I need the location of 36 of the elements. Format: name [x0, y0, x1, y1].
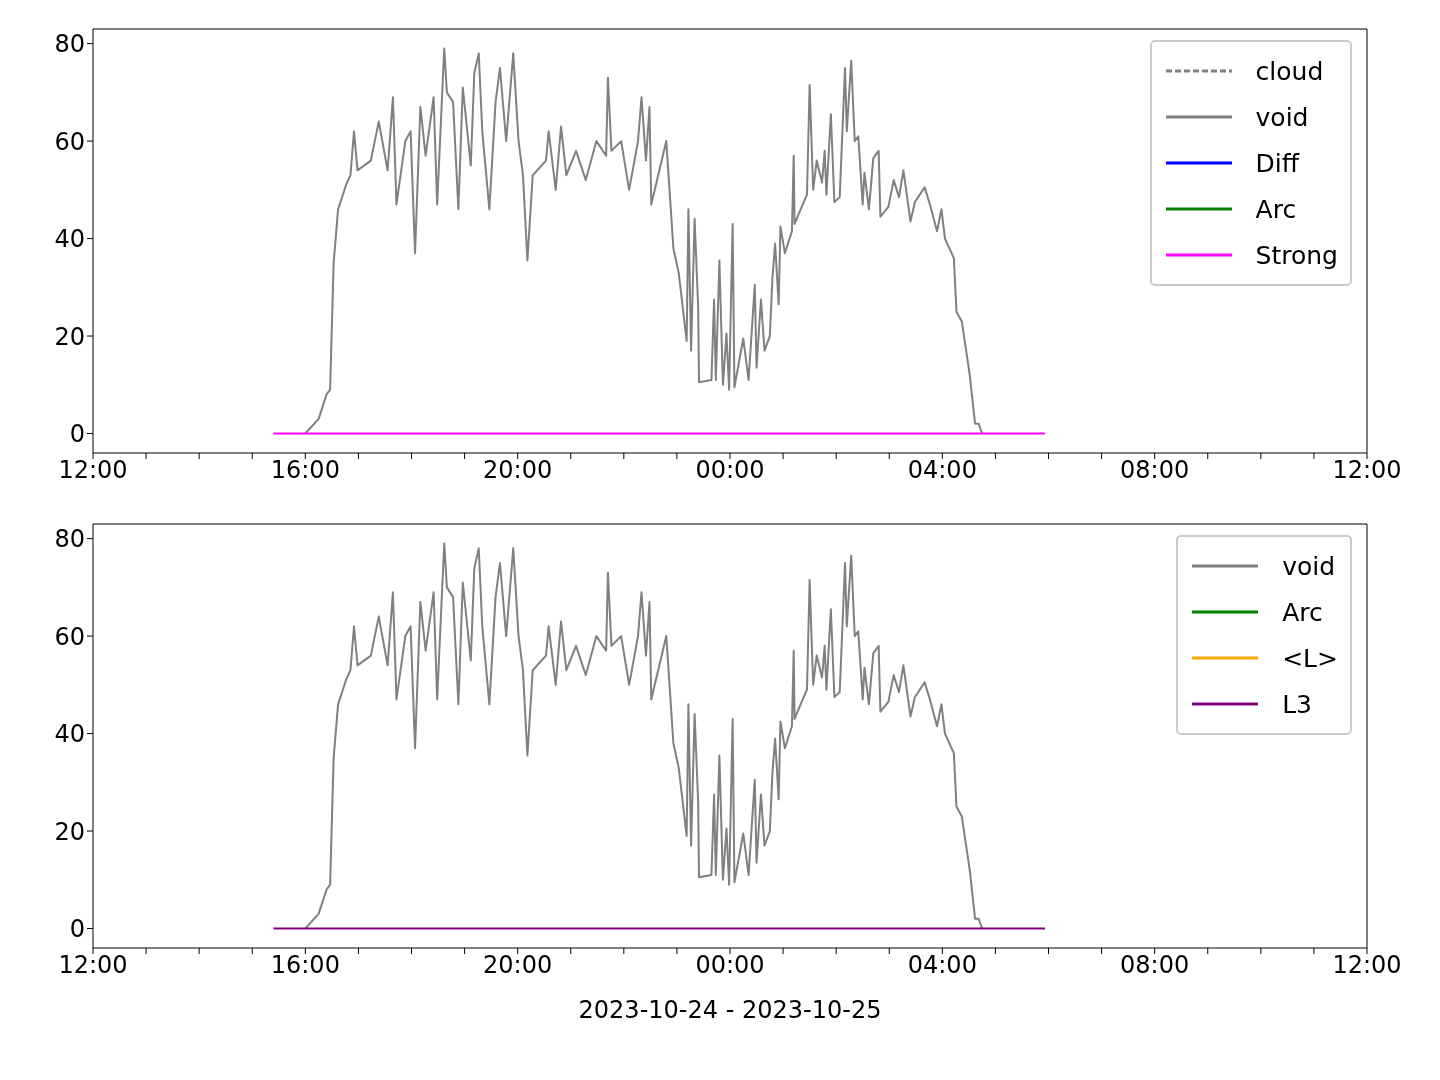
y-tick-label: 40 [54, 720, 85, 749]
legend-label: void [1282, 551, 1336, 581]
y-tick-label: 80 [54, 525, 85, 554]
y-tick-label: 60 [54, 622, 85, 651]
x-tick-label: 20:00 [483, 456, 553, 485]
y-tick-label: 40 [54, 225, 85, 254]
legend-label: Arc [1282, 597, 1323, 627]
x-tick-label: 12:00 [1332, 456, 1402, 485]
line-series [304, 542, 984, 930]
x-tick-label: 16:00 [270, 951, 340, 980]
x-tick-label: 08:00 [1120, 951, 1190, 980]
y-tick-label: 20 [54, 817, 85, 846]
y-tick-label: 80 [54, 30, 85, 59]
x-tick-label: 00:00 [695, 456, 765, 485]
x-tick-label: 04:00 [907, 951, 977, 980]
y-tick-label: 0 [69, 420, 85, 449]
legend-label: Diff [1255, 148, 1299, 178]
x-tick-label: 16:00 [270, 456, 340, 485]
y-tick-label: 0 [69, 915, 85, 944]
x-tick-label: 12:00 [1332, 951, 1402, 980]
legend-label: <L> [1282, 643, 1338, 673]
legend-label: Arc [1255, 194, 1297, 224]
y-tick-label: 60 [54, 127, 85, 156]
x-tick-label: 12:00 [58, 951, 128, 980]
x-tick-label: 08:00 [1120, 456, 1190, 485]
legend-label: L3 [1282, 689, 1313, 719]
line-series [304, 47, 984, 435]
x-tick-label: 12:00 [58, 456, 128, 485]
x-tick-label: 00:00 [695, 951, 765, 980]
legend-label: void [1255, 102, 1309, 132]
legend-label: Strong [1255, 240, 1338, 270]
y-tick-label: 20 [54, 322, 85, 351]
x-axis-title: 2023-10-24 - 2023-10-25 [578, 996, 882, 1024]
x-tick-label: 04:00 [907, 456, 977, 485]
legend-label: cloud [1255, 56, 1324, 86]
x-tick-label: 20:00 [483, 951, 553, 980]
